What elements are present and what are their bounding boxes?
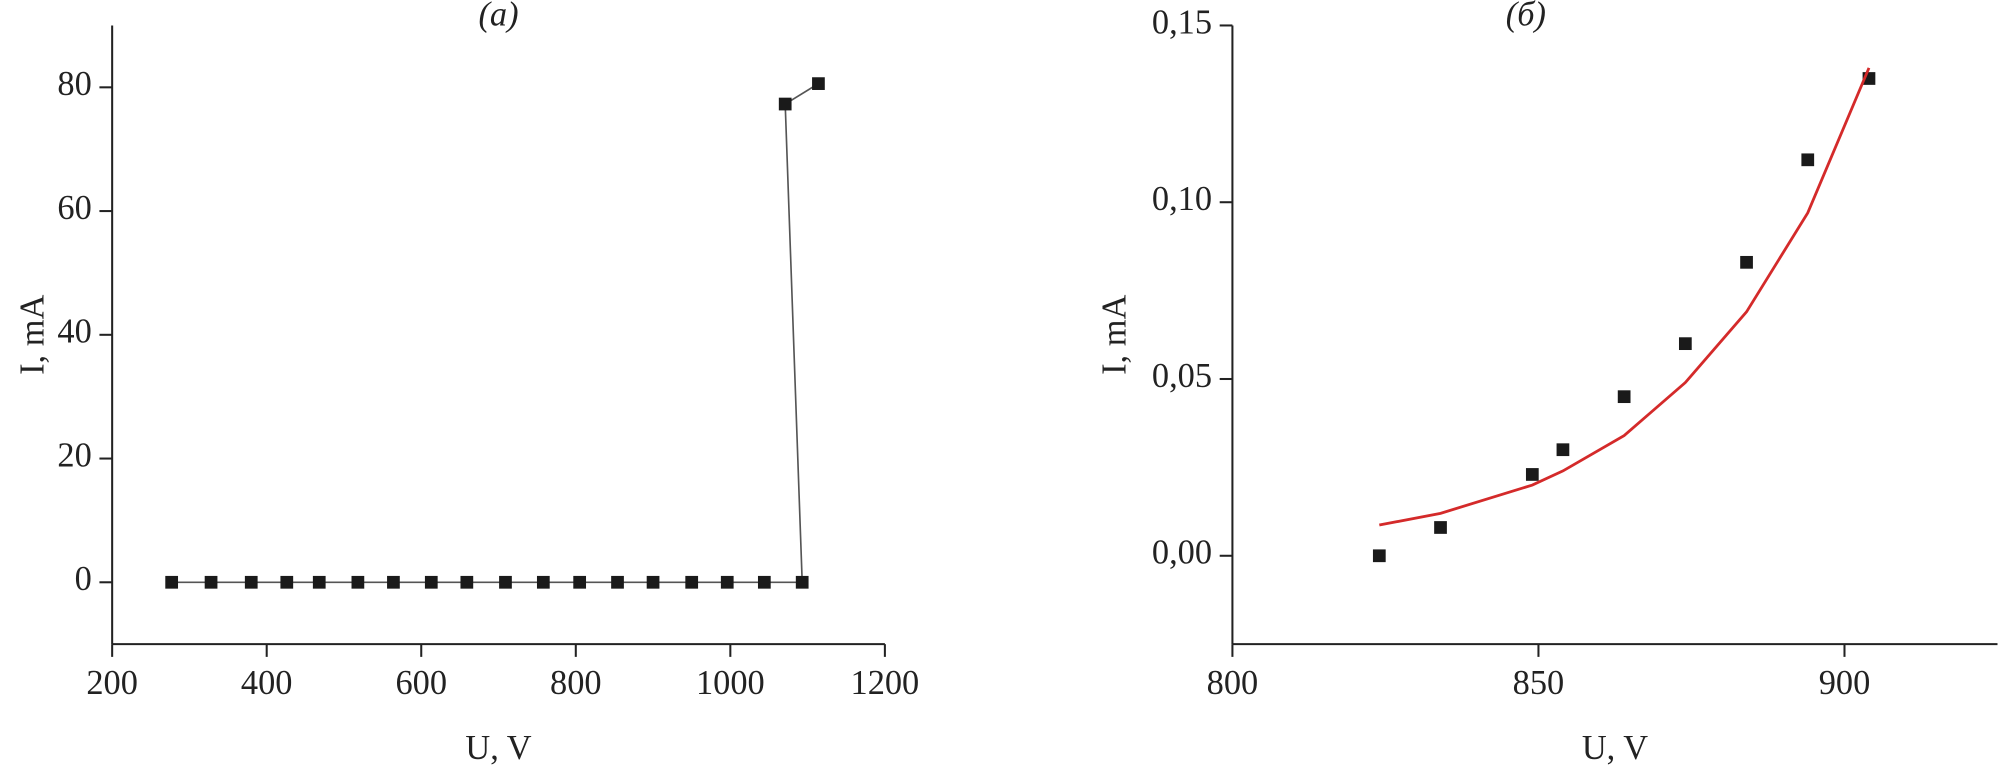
data-point bbox=[536, 575, 550, 589]
x-tick-label: 800 bbox=[550, 664, 602, 702]
data-point bbox=[720, 575, 734, 589]
y-tick-label: 0 bbox=[75, 560, 92, 598]
data-point bbox=[1434, 521, 1447, 534]
data-point bbox=[611, 575, 624, 589]
y-tick-label: 20 bbox=[57, 436, 91, 474]
y-tick-label: 0,00 bbox=[1152, 534, 1212, 572]
data-point bbox=[424, 575, 438, 589]
y-axis-label: I, mA bbox=[1096, 295, 1134, 375]
x-tick-label: 1000 bbox=[696, 664, 765, 702]
data-point bbox=[1372, 549, 1386, 563]
data-point bbox=[387, 575, 400, 589]
data-point bbox=[244, 575, 258, 589]
data-point bbox=[1740, 255, 1753, 269]
y-tick-label: 0,05 bbox=[1152, 357, 1212, 395]
data-point bbox=[1801, 153, 1815, 167]
data-point bbox=[204, 575, 218, 589]
x-tick-label: 200 bbox=[86, 664, 138, 702]
x-tick-label: 400 bbox=[241, 664, 293, 702]
x-axis-label: U, V bbox=[1582, 729, 1648, 767]
data-point bbox=[312, 575, 326, 589]
y-tick-label: 0,10 bbox=[1152, 180, 1212, 218]
x-tick-label: 900 bbox=[1819, 664, 1871, 702]
series-line bbox=[171, 82, 819, 584]
data-point bbox=[1678, 337, 1692, 351]
chart-title: (a) bbox=[478, 0, 518, 34]
chart-title: (б) bbox=[1506, 0, 1546, 34]
data-point bbox=[1617, 390, 1631, 404]
data-point bbox=[646, 575, 660, 589]
data-point bbox=[757, 575, 771, 589]
x-axis-label: U, V bbox=[465, 729, 531, 767]
data-point bbox=[685, 575, 699, 589]
y-tick-label: 60 bbox=[57, 189, 91, 227]
data-point bbox=[280, 575, 294, 589]
data-point bbox=[812, 77, 825, 90]
x-tick-label: 600 bbox=[395, 664, 447, 702]
data-point bbox=[795, 575, 809, 589]
x-tick-label: 850 bbox=[1513, 664, 1565, 702]
data-point bbox=[1525, 468, 1539, 481]
data-point bbox=[499, 575, 512, 589]
data-point bbox=[351, 575, 365, 589]
series-line bbox=[1379, 67, 1871, 527]
y-axis-label: I, mA bbox=[14, 295, 52, 375]
data-point bbox=[778, 97, 792, 111]
data-point bbox=[573, 575, 587, 589]
data-point bbox=[165, 575, 179, 589]
data-point bbox=[460, 575, 474, 589]
x-tick-label: 800 bbox=[1207, 664, 1259, 702]
y-tick-label: 40 bbox=[57, 313, 91, 351]
y-tick-label: 0,15 bbox=[1152, 3, 1212, 41]
data-point bbox=[1556, 443, 1570, 457]
y-tick-label: 80 bbox=[57, 65, 91, 103]
x-tick-label: 1200 bbox=[851, 664, 920, 702]
